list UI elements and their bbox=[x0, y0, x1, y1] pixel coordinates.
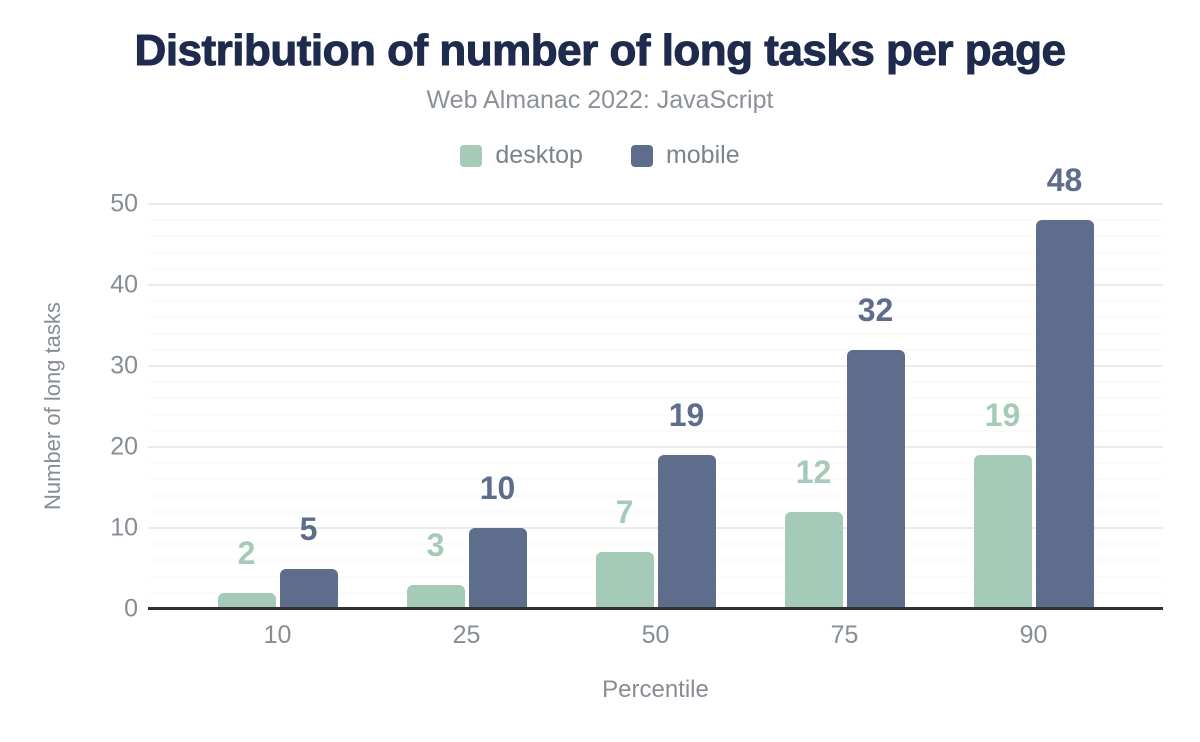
gridline-minor bbox=[148, 576, 1163, 578]
plot-area: 2 5 3 10 7 19 12 32 19 48 bbox=[148, 164, 1163, 610]
bar-mobile-p10: 5 bbox=[279, 513, 338, 609]
gridline-major bbox=[148, 284, 1163, 286]
bar-mobile-p25: 10 bbox=[468, 472, 527, 609]
bar-value-label: 5 bbox=[299, 510, 318, 547]
gridline-minor bbox=[148, 300, 1163, 302]
gridline-minor bbox=[148, 268, 1163, 270]
x-axis-title: Percentile bbox=[602, 676, 709, 703]
bar-mobile-p50: 19 bbox=[657, 399, 716, 609]
y-tick-label: 10 bbox=[110, 513, 138, 542]
x-tick-label: 90 bbox=[1019, 621, 1048, 649]
gridline-minor bbox=[148, 430, 1163, 432]
gridline-major bbox=[148, 446, 1163, 448]
y-tick-label: 50 bbox=[110, 189, 138, 218]
x-tick-label: 75 bbox=[830, 621, 859, 649]
gridline-minor bbox=[148, 478, 1163, 480]
gridline-minor bbox=[148, 235, 1163, 237]
gridline-minor bbox=[148, 592, 1163, 594]
bar-desktop-p50: 7 bbox=[595, 496, 654, 609]
gridline-minor bbox=[148, 511, 1163, 513]
bar-group-p90: 19 48 bbox=[939, 164, 1128, 609]
bar-value-label: 3 bbox=[426, 526, 445, 563]
x-tick-label: 10 bbox=[263, 621, 292, 649]
gridline-minor bbox=[148, 462, 1163, 464]
gridline-minor bbox=[148, 495, 1163, 497]
chart-subtitle: Web Almanac 2022: JavaScript bbox=[426, 86, 774, 114]
legend-label-mobile: mobile bbox=[665, 141, 740, 169]
legend-label-desktop: desktop bbox=[495, 141, 583, 169]
gridline-major bbox=[148, 365, 1163, 367]
bar-value-label: 48 bbox=[1046, 162, 1083, 199]
gridline-minor bbox=[148, 543, 1163, 545]
bar-mobile-p75: 32 bbox=[846, 294, 905, 609]
bar-value-label: 19 bbox=[668, 397, 705, 434]
gridline-major bbox=[148, 527, 1163, 529]
bar-group-p25: 3 10 bbox=[372, 204, 561, 609]
legend-swatch-mobile-icon bbox=[630, 144, 653, 167]
gridline-minor bbox=[148, 333, 1163, 335]
bar-value-label: 19 bbox=[984, 397, 1021, 434]
legend: desktop mobile bbox=[0, 141, 1200, 170]
gridline-minor bbox=[148, 316, 1163, 318]
bar-value-label: 12 bbox=[795, 453, 832, 490]
bar-value-label: 7 bbox=[615, 494, 634, 531]
gridline-minor bbox=[148, 219, 1163, 221]
gridline-minor bbox=[148, 349, 1163, 351]
y-tick-label: 30 bbox=[110, 351, 138, 380]
bar-group-p75: 12 32 bbox=[750, 204, 939, 609]
legend-item-mobile: mobile bbox=[630, 141, 740, 170]
legend-item-desktop: desktop bbox=[460, 141, 583, 170]
x-tick-label: 25 bbox=[452, 621, 481, 649]
y-tick-label: 0 bbox=[124, 594, 138, 623]
gridline-major bbox=[148, 203, 1163, 205]
gridline-minor bbox=[148, 559, 1163, 561]
legend-swatch-desktop-icon bbox=[460, 144, 483, 167]
bar-value-label: 10 bbox=[479, 470, 516, 506]
y-tick-label: 40 bbox=[110, 270, 138, 299]
bar-value-label: 32 bbox=[857, 291, 894, 328]
bar-desktop-p90: 19 bbox=[973, 399, 1032, 609]
bar-group-p50: 7 19 bbox=[561, 204, 750, 609]
x-axis-ticks: 10 25 50 75 90 bbox=[148, 621, 1163, 649]
bar-mobile-p90: 48 bbox=[1035, 164, 1094, 609]
gridline-minor bbox=[148, 414, 1163, 416]
bar-desktop-p75: 12 bbox=[784, 456, 843, 609]
chart-title: Distribution of number of long tasks per… bbox=[134, 26, 1066, 76]
y-axis-ticks: 0 10 20 30 40 50 bbox=[0, 191, 138, 621]
bar-desktop-p25: 3 bbox=[406, 529, 465, 609]
gridline-minor bbox=[148, 381, 1163, 383]
y-tick-label: 20 bbox=[110, 432, 138, 461]
x-axis-line bbox=[148, 607, 1163, 610]
gridline-minor bbox=[148, 397, 1163, 399]
bar-value-label: 2 bbox=[237, 534, 256, 571]
gridline-minor bbox=[148, 252, 1163, 254]
bar-desktop-p10: 2 bbox=[217, 537, 276, 609]
x-tick-label: 50 bbox=[641, 621, 670, 649]
